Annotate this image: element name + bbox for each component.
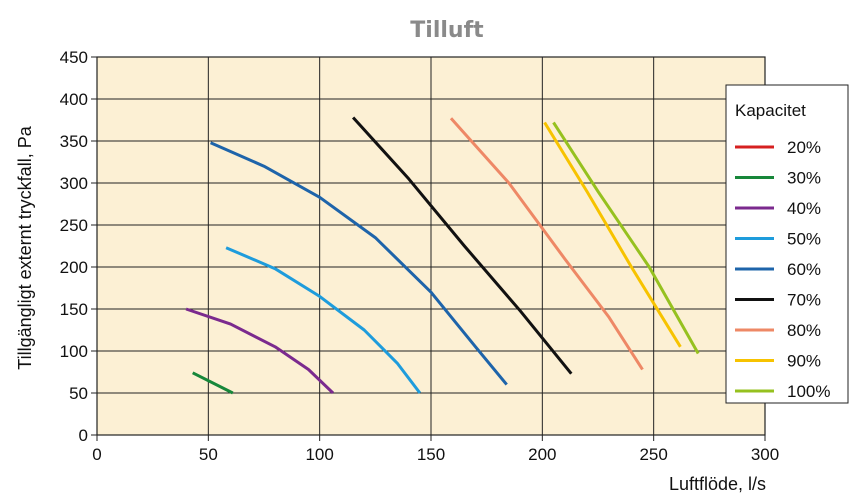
series-line-60pct [209,141,508,386]
legend-label: 30% [787,169,821,188]
y-tick-label: 300 [60,174,88,193]
legend-label: 20% [787,138,821,157]
y-tick-label: 350 [60,132,88,151]
y-tick-label: 100 [60,342,88,361]
series-lines [185,116,700,395]
legend-label: 50% [787,230,821,249]
y-tick-label: 200 [60,258,88,277]
y-tick-label: 150 [60,300,88,319]
series-line-70pct [351,116,573,375]
x-tick-label: 200 [528,445,556,464]
x-axis-label: Luftflöde, l/s [669,474,766,494]
series-line-100pct [552,121,700,355]
y-axis-ticks: 0 50 100 150 200 250 300 350 400 450 [60,48,97,445]
y-tick-label: 0 [79,426,88,445]
x-tick-label: 250 [639,445,667,464]
series-line-50pct [225,246,422,394]
legend-box [725,84,849,404]
x-tick-label: 300 [751,445,779,464]
series-line-80pct [449,117,644,371]
series-line-90pct [543,121,682,348]
y-axis-label: Tillgängligt externt tryckfall, Pa [15,125,35,369]
chart-title: Tilluft [410,18,484,43]
legend-title: Kapacitet [735,101,806,120]
series-line-40pct [185,307,335,395]
legend-label: 60% [787,260,821,279]
legend-label: 80% [787,321,821,340]
y-tick-label: 450 [60,48,88,67]
y-tick-label: 400 [60,90,88,109]
legend-label: 90% [787,352,821,371]
series-line-30pct [192,371,234,395]
x-tick-label: 50 [199,445,218,464]
legend: Kapacitet 20% 30% 40% 50% 60% 70% 80% 90% 100% [725,84,849,404]
x-tick-label: 100 [305,445,333,464]
legend-items: 20% 30% 40% 50% 60% 70% 80% 90% 100% [735,138,830,401]
x-tick-label: 150 [417,445,445,464]
legend-label: 40% [787,199,821,218]
legend-label: 70% [787,291,821,310]
x-axis-ticks: 0 50 100 150 200 250 300 [92,435,779,464]
legend-label: 100% [787,382,830,401]
x-tick-label: 0 [92,445,101,464]
y-tick-label: 50 [69,384,88,403]
y-tick-label: 250 [60,216,88,235]
